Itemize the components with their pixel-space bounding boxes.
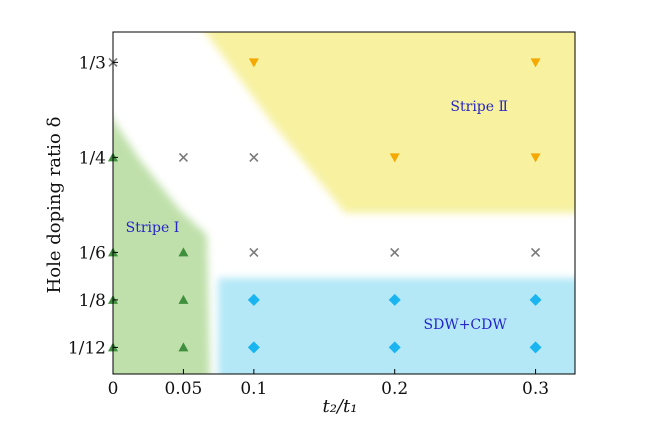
grey-cross-point: [390, 247, 400, 257]
plot-frame: [112, 31, 576, 375]
x-tick-label: 0: [108, 379, 119, 399]
phase-regions: [113, 32, 575, 374]
sdw-cdw-region: [218, 278, 575, 374]
blue-diamond-point: [247, 341, 260, 354]
blue-diamond-point: [529, 341, 542, 354]
green-triangle-point: [178, 247, 189, 257]
stripe-1-region: [113, 119, 210, 374]
blue-diamond-point: [388, 293, 401, 306]
y-tick-label: 1/3: [79, 53, 106, 73]
x-axis-title: t₂/t₁: [323, 396, 358, 417]
y-tick-label: 1/8: [79, 291, 106, 311]
y-tick-label: 1/12: [68, 338, 106, 358]
orange-triangle-point: [248, 58, 259, 68]
x-tick-label: 0.05: [164, 379, 202, 399]
stripe-2-region: [205, 32, 575, 213]
grey-cross-point: [178, 152, 188, 162]
orange-triangle-point: [530, 153, 541, 163]
x-tick-label: 0.2: [381, 379, 408, 399]
y-tick-label: 1/6: [79, 243, 106, 263]
blue-diamond-point: [388, 341, 401, 354]
grey-cross-point: [249, 152, 259, 162]
blue-diamond-point: [529, 293, 542, 306]
y-axis-ticks: 1/12 1/8 1/6 1/4 1/3: [68, 53, 118, 358]
x-tick-label: 0.3: [522, 379, 549, 399]
orange-triangle-point: [389, 153, 400, 163]
green-triangle-point: [178, 342, 189, 352]
x-axis-ticks: 0 0.05 0.1 0.2 0.3: [108, 369, 549, 399]
grey-cross-point: [249, 247, 259, 257]
y-axis-title: Hole doping ratio δ: [44, 117, 65, 294]
blue-diamond-point: [247, 293, 260, 306]
y-tick-label: 1/4: [79, 148, 106, 168]
stripe-1-label: Stripe I: [126, 220, 180, 236]
green-triangle-point: [178, 294, 189, 304]
sdw-cdw-label: SDW+CDW: [424, 317, 508, 333]
orange-triangle-point: [530, 58, 541, 68]
x-tick-label: 0.1: [240, 379, 267, 399]
stripe-2-label: Stripe Ⅱ: [450, 99, 508, 115]
grey-cross-point: [530, 247, 541, 257]
data-points: [108, 57, 542, 354]
